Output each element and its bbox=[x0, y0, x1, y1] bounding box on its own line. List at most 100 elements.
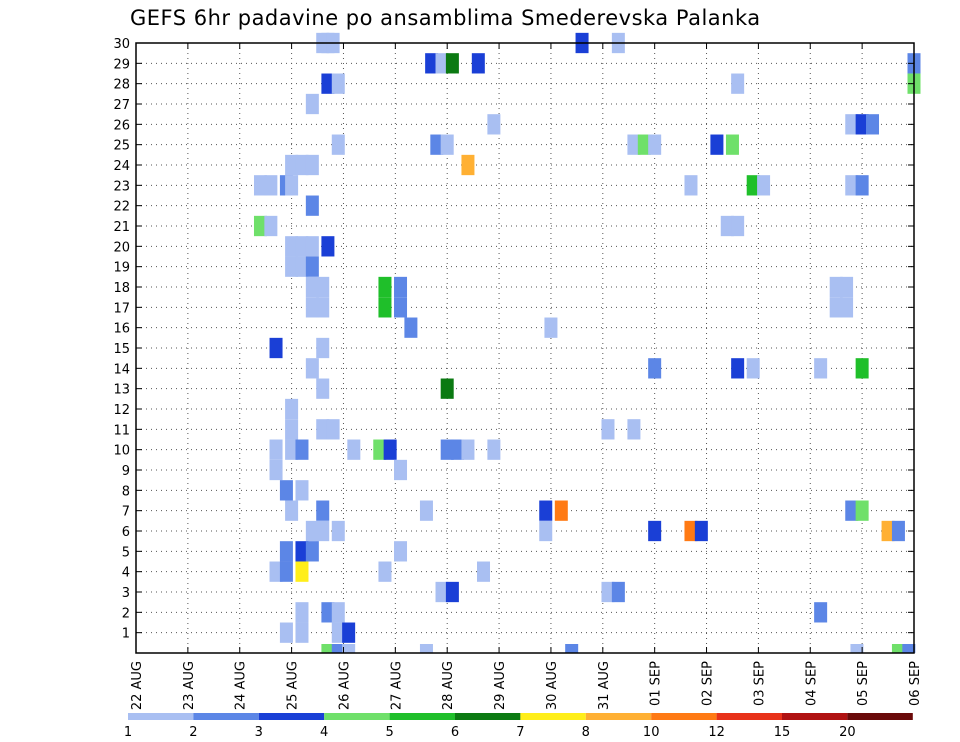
x-tick-label: 05 SEP bbox=[856, 661, 871, 706]
heatmap-cell bbox=[394, 541, 408, 562]
y-tick-label: 14 bbox=[113, 362, 130, 377]
colorbar-swatch bbox=[585, 713, 652, 720]
x-tick-label: 02 SEP bbox=[701, 661, 716, 706]
colorbar-swatch bbox=[651, 713, 717, 720]
y-tick-label: 18 bbox=[113, 281, 130, 296]
y-tick-label: 1 bbox=[122, 627, 130, 642]
heatmap-cell bbox=[316, 378, 330, 399]
heatmap-cell bbox=[264, 175, 278, 196]
heatmap-cell bbox=[425, 53, 439, 74]
colorbar-label: 8 bbox=[582, 725, 590, 740]
heatmap-cell bbox=[285, 256, 299, 277]
heatmap-cell bbox=[295, 154, 309, 176]
heatmap-cell bbox=[279, 480, 293, 501]
y-tick-label: 15 bbox=[113, 342, 130, 357]
heatmap-cell bbox=[316, 276, 330, 298]
heatmap-cell bbox=[342, 644, 356, 653]
heatmap-cell bbox=[305, 297, 319, 318]
heatmap-cell bbox=[746, 358, 760, 379]
x-tick-label: 03 SEP bbox=[752, 661, 767, 706]
heatmap-cell bbox=[264, 215, 278, 237]
colorbar-swatch bbox=[193, 713, 259, 720]
heatmap-cell bbox=[544, 317, 558, 338]
heatmap-cell bbox=[378, 297, 392, 318]
heatmap-cell bbox=[731, 73, 745, 94]
heatmap-cell bbox=[404, 317, 418, 338]
heatmap-cell bbox=[305, 541, 319, 562]
y-tick-label: 19 bbox=[113, 261, 130, 276]
heatmap-cell bbox=[285, 439, 299, 460]
heatmap-cell bbox=[316, 297, 330, 318]
colorbar-label: 7 bbox=[516, 725, 524, 740]
heatmap-cell bbox=[866, 114, 880, 135]
x-tick-label: 31 AUG bbox=[597, 661, 612, 710]
heatmap-cell bbox=[435, 53, 449, 74]
colorbar-swatch bbox=[258, 713, 325, 720]
y-tick-label: 4 bbox=[122, 566, 130, 581]
heatmap-cell bbox=[814, 358, 828, 379]
heatmap-cell bbox=[285, 236, 299, 257]
y-tick-label: 8 bbox=[122, 484, 130, 499]
x-tick-label: 28 AUG bbox=[441, 661, 456, 710]
heatmap-cell bbox=[855, 175, 869, 196]
colorbar-swatch bbox=[324, 713, 390, 720]
y-tick-label: 29 bbox=[113, 57, 130, 72]
heatmap-cell bbox=[305, 520, 319, 542]
colorbar-swatch bbox=[847, 713, 913, 720]
heatmap-cell bbox=[627, 134, 641, 155]
heatmap-cell bbox=[829, 276, 843, 298]
heatmap-cell bbox=[383, 439, 397, 460]
heatmap-cell bbox=[285, 154, 299, 176]
heatmap-cell bbox=[648, 520, 662, 542]
heatmap-cell bbox=[305, 195, 319, 216]
heatmap-cell bbox=[451, 439, 465, 460]
heatmap-cell bbox=[269, 337, 283, 359]
colorbar-swatch bbox=[782, 713, 848, 720]
y-tick-label: 16 bbox=[113, 322, 130, 337]
y-tick-label: 3 bbox=[122, 586, 130, 601]
heatmap-cell bbox=[487, 114, 501, 135]
heatmap-cell bbox=[440, 439, 454, 460]
heatmap-cell bbox=[279, 561, 293, 582]
colorbar-label: 1 bbox=[124, 725, 132, 740]
heatmap-cell bbox=[305, 93, 319, 115]
heatmap-cell bbox=[601, 581, 615, 603]
y-tick-label: 23 bbox=[113, 179, 130, 194]
heatmap-cell bbox=[269, 459, 283, 481]
colorbar-label: 12 bbox=[708, 725, 725, 740]
x-tick-label: 01 SEP bbox=[649, 661, 664, 706]
heatmap-cell bbox=[445, 581, 459, 603]
colorbar-swatch bbox=[716, 713, 782, 720]
heatmap-cell bbox=[554, 500, 568, 521]
heatmap-cell bbox=[814, 602, 828, 623]
heatmap-cell bbox=[269, 561, 283, 582]
y-tick-label: 27 bbox=[113, 98, 130, 113]
colorbar-swatch bbox=[389, 713, 455, 720]
y-tick-label: 26 bbox=[113, 118, 130, 133]
y-tick-label: 20 bbox=[113, 240, 130, 255]
heatmap-cell bbox=[331, 134, 345, 155]
colorbar-label: 20 bbox=[839, 725, 856, 740]
colorbar-swatch bbox=[520, 713, 586, 720]
y-tick-label: 9 bbox=[122, 464, 130, 479]
y-tick-label: 12 bbox=[113, 403, 130, 418]
x-tick-label: 23 AUG bbox=[182, 661, 197, 710]
heatmap-cell bbox=[295, 256, 309, 277]
heatmap-cell bbox=[373, 439, 387, 460]
x-tick-label: 30 AUG bbox=[545, 661, 560, 710]
y-tick-label: 25 bbox=[113, 139, 130, 154]
heatmap-cell bbox=[378, 276, 392, 298]
heatmap-cell bbox=[435, 581, 449, 603]
heatmap-cell bbox=[305, 358, 319, 379]
heatmap-cell bbox=[746, 175, 760, 196]
y-tick-label: 24 bbox=[113, 159, 130, 174]
heatmap-cell bbox=[321, 236, 335, 257]
colorbar-label: 6 bbox=[451, 725, 459, 740]
y-tick-label: 2 bbox=[122, 606, 130, 621]
y-tick-label: 10 bbox=[113, 444, 130, 459]
heatmap-cell bbox=[845, 500, 859, 521]
heatmap-cell bbox=[285, 419, 299, 440]
heatmap-cell bbox=[269, 439, 283, 460]
heatmap-cell bbox=[331, 644, 345, 653]
